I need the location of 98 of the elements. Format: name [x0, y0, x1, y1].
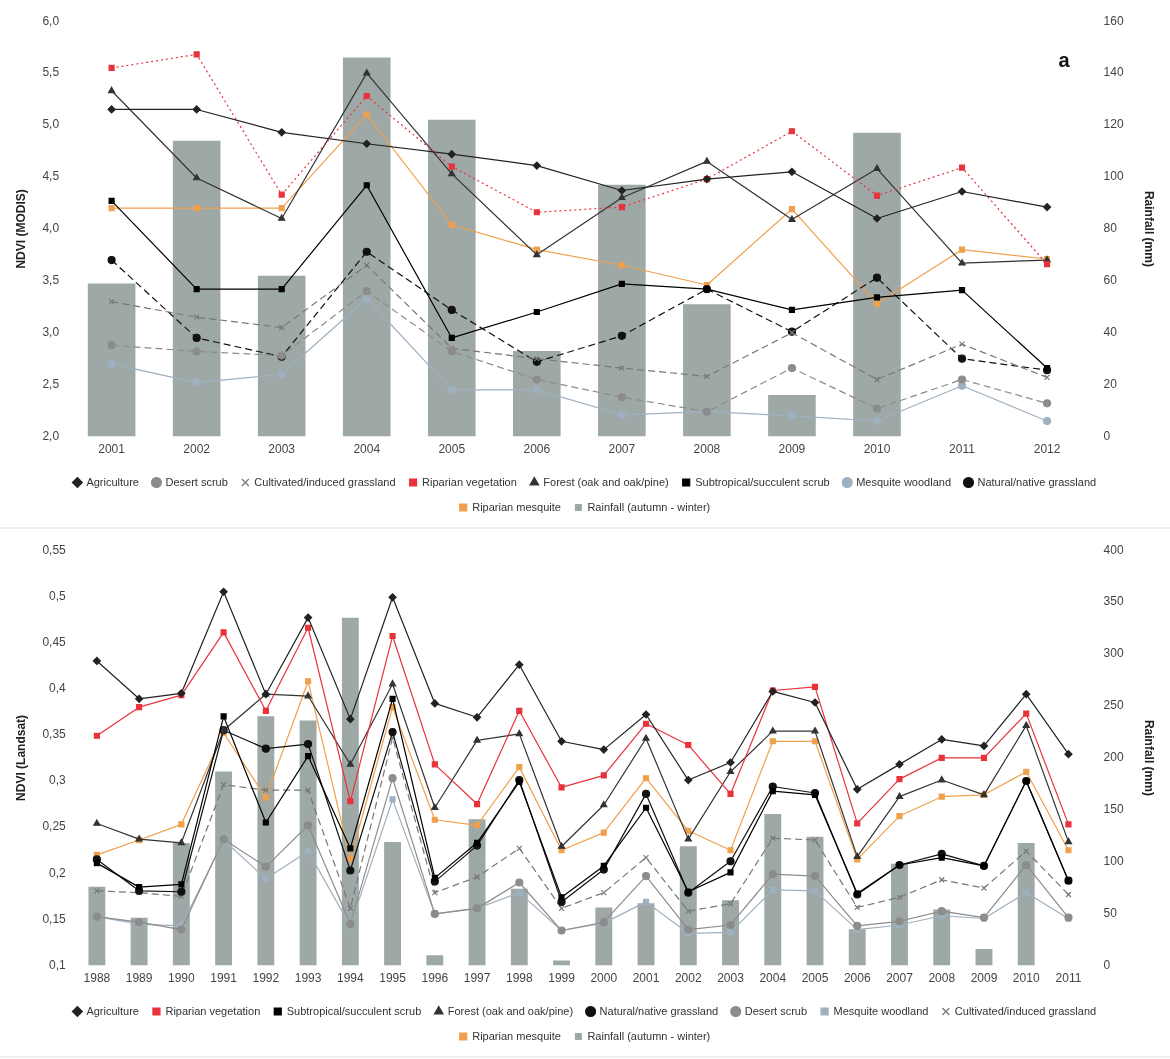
legend-label: Riparian mesquite: [472, 500, 561, 513]
y-tick-label: 0,3: [49, 773, 67, 788]
x-tick-label: 2011: [1055, 971, 1082, 986]
x-tick-label: 2003: [268, 442, 296, 457]
x-tick-label: 2008: [693, 442, 721, 457]
y2-tick-label: 200: [1103, 750, 1124, 765]
y-tick-label: 4,5: [42, 169, 60, 184]
y-tick-label: 0,25: [42, 819, 67, 834]
y-tick-label: 3,0: [42, 325, 60, 340]
x-tick-label: 2007: [608, 442, 636, 457]
legend-label: Riparian mesquite: [472, 1029, 561, 1042]
x-tick-label: 2010: [863, 442, 891, 457]
legend-label: Mesquite woodland: [833, 1004, 929, 1017]
y-tick-label: 0,5: [49, 588, 67, 603]
y2-tick-label: 100: [1103, 169, 1124, 184]
x-tick-label: 1989: [125, 971, 153, 986]
legend-label: Natural/native grassland: [977, 475, 1097, 488]
y2-tick-label: 80: [1103, 221, 1118, 236]
y-tick-label: 0,55: [42, 542, 67, 557]
x-tick-label: 2003: [717, 971, 745, 986]
y-tick-label: 3,5: [42, 273, 60, 288]
y2-tick-label: 40: [1103, 325, 1118, 340]
y-tick-label: 0,45: [42, 634, 67, 649]
legend-label: Agriculture: [86, 475, 139, 488]
y2-tick-label: 300: [1103, 646, 1124, 661]
y2-tick-label: 120: [1103, 117, 1124, 132]
x-tick-label: 1988: [83, 971, 111, 986]
y2-tick-label: 140: [1103, 65, 1124, 80]
y2-tick-label: 50: [1103, 905, 1118, 920]
legend-label: Forest (oak and oak/pine): [447, 1004, 574, 1017]
x-tick-label: 1999: [548, 971, 576, 986]
x-tick-label: 1997: [463, 971, 491, 986]
y2-axis-title: Rainfall (mm): [1142, 190, 1157, 267]
x-tick-label: 2009: [970, 971, 998, 986]
y-tick-label: 0,35: [42, 727, 67, 742]
x-tick-label: 2007: [886, 971, 914, 986]
x-tick-label: 2010: [1012, 971, 1040, 986]
legend-label: Subtropical/succulent scrub: [286, 1004, 422, 1017]
x-tick-label: 1991: [210, 971, 238, 986]
legend-label: Riparian vegetation: [422, 475, 517, 488]
y-tick-label: 2,0: [42, 428, 60, 443]
x-tick-label: 2006: [523, 442, 551, 457]
x-tick-label: 2006: [843, 971, 871, 986]
y2-tick-label: 160: [1103, 13, 1124, 28]
y-tick-label: 5,5: [42, 65, 60, 80]
legend-label: Mesquite woodland: [856, 475, 952, 488]
y2-tick-label: 350: [1103, 594, 1124, 609]
legend-label: Cultivated/induced grassland: [254, 475, 396, 488]
x-tick-label: 1990: [168, 971, 196, 986]
y-axis-title: NDVI (Landsat): [13, 714, 28, 801]
x-tick-label: 2005: [801, 971, 829, 986]
y-tick-label: 0,4: [49, 680, 67, 695]
y2-tick-label: 20: [1103, 376, 1118, 391]
y-tick-label: 0,1: [49, 957, 67, 972]
legend-label: Riparian vegetation: [165, 1004, 261, 1017]
x-tick-label: 2004: [353, 442, 381, 457]
legend-label: Subtropical/succulent scrub: [695, 475, 830, 488]
x-tick-label: 1995: [379, 971, 407, 986]
x-tick-label: 2000: [590, 971, 618, 986]
x-tick-label: 2012: [1033, 442, 1061, 457]
legend-label: Cultivated/induced grassland: [954, 1004, 1097, 1017]
x-tick-label: 2011: [949, 442, 976, 457]
y2-tick-label: 250: [1103, 698, 1124, 713]
legend-label: Rainfall (autumn - winter): [587, 500, 711, 513]
x-tick-label: 1994: [336, 971, 364, 986]
y2-tick-label: 100: [1103, 854, 1124, 869]
x-tick-label: 2008: [928, 971, 956, 986]
y2-tick-label: 60: [1103, 273, 1118, 288]
x-tick-label: 2002: [674, 971, 702, 986]
y-tick-label: 4,0: [42, 221, 60, 236]
x-tick-label: 2001: [632, 971, 660, 986]
annotation: a: [1058, 48, 1071, 71]
x-tick-label: 2004: [759, 971, 787, 986]
legend-label: Rainfall (autumn - winter): [587, 1029, 711, 1042]
y2-tick-label: 0: [1103, 428, 1111, 443]
y2-tick-label: 400: [1103, 542, 1124, 557]
x-tick-label: 2002: [183, 442, 211, 457]
x-tick-label: 1992: [252, 971, 280, 986]
y-tick-label: 2,5: [42, 376, 60, 391]
x-tick-label: 1993: [294, 971, 322, 986]
legend-label: Desert scrub: [744, 1004, 808, 1017]
y-tick-label: 6,0: [42, 13, 60, 28]
legend-label: Forest (oak and oak/pine): [543, 475, 669, 488]
x-tick-label: 1998: [505, 971, 533, 986]
x-tick-label: 2005: [438, 442, 466, 457]
x-tick-label: 2001: [98, 442, 126, 457]
legend-label: Natural/native grassland: [599, 1004, 719, 1017]
x-tick-label: 1996: [421, 971, 449, 986]
legend-label: Desert scrub: [165, 475, 228, 488]
y-tick-label: 0,2: [49, 865, 67, 880]
y2-axis-title: Rainfall (mm): [1142, 719, 1157, 796]
y2-tick-label: 150: [1103, 802, 1124, 817]
x-tick-label: 2009: [778, 442, 806, 457]
y-tick-label: 0,15: [42, 911, 67, 926]
y-tick-label: 5,0: [42, 117, 60, 132]
y2-tick-label: 0: [1103, 957, 1111, 972]
legend-label: Agriculture: [86, 1004, 139, 1017]
y-axis-title: NDVI (MODIS): [13, 189, 28, 269]
